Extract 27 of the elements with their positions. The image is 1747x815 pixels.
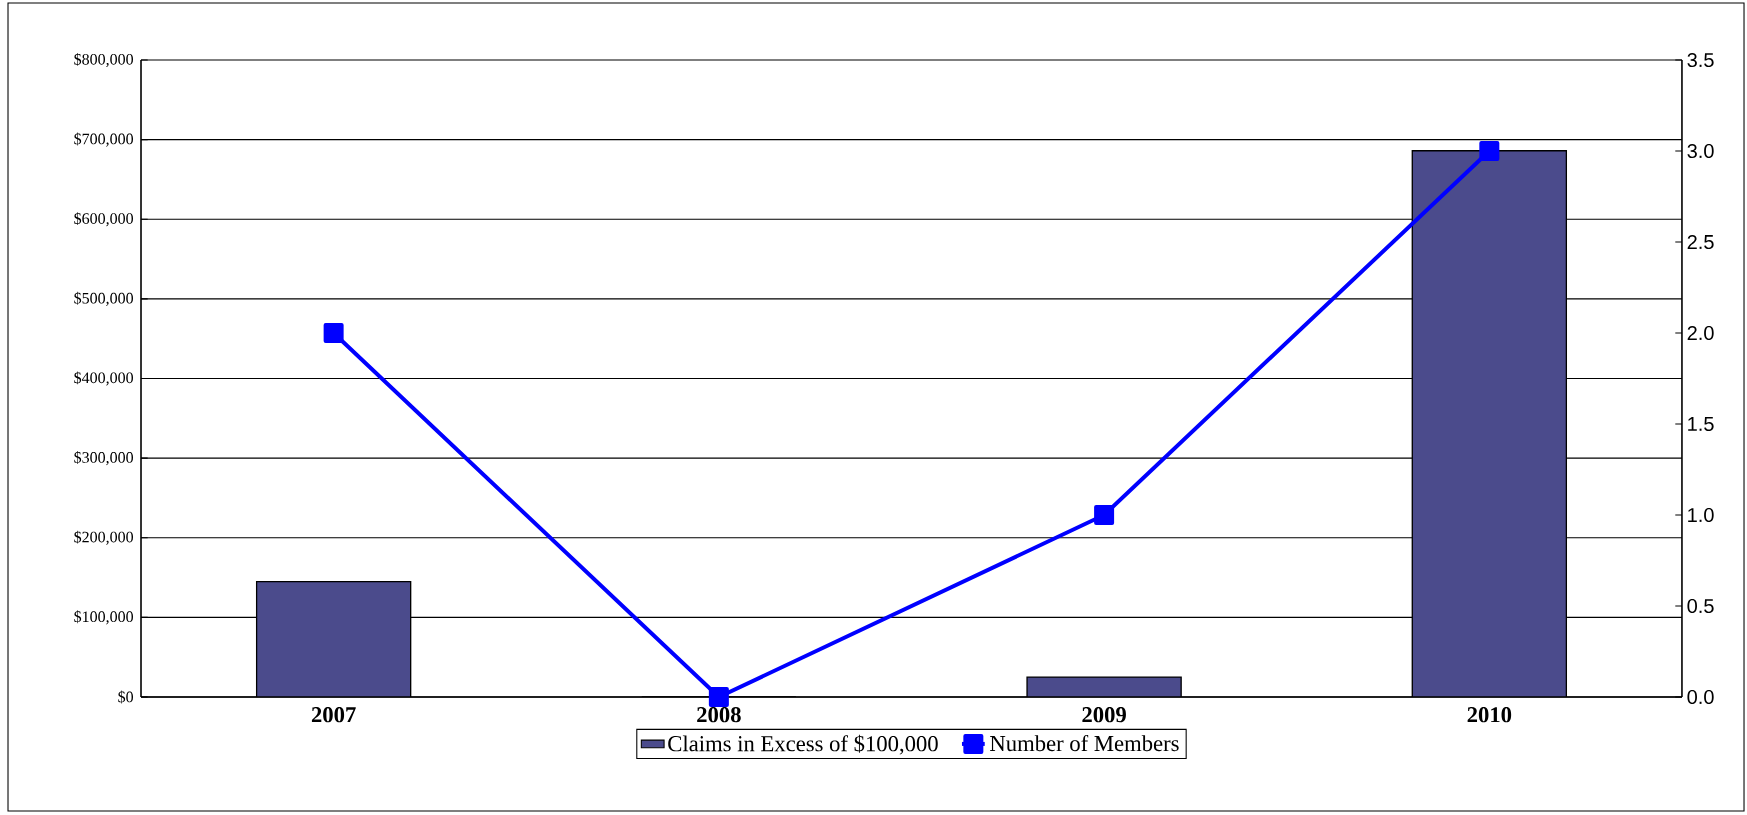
y-tick-label: $700,000 xyxy=(74,132,134,147)
point xyxy=(708,687,729,707)
y2-tick-label: 1.0 xyxy=(1688,507,1714,523)
legend-label: Number of Members xyxy=(990,734,1179,752)
x-tick-label: 2008 xyxy=(697,707,741,723)
y-tick-label: $600,000 xyxy=(74,212,134,227)
legend-label: Claims in Excess of $100,000 xyxy=(668,734,938,755)
y2-tick-label: 2.5 xyxy=(1687,234,1714,250)
y2-tick-label: 0.0 xyxy=(1687,689,1714,705)
y-tick-label: $500,000 xyxy=(74,291,134,306)
y2-tick-label: 3.0 xyxy=(1687,143,1714,159)
y-tick-label: $0 xyxy=(118,690,134,704)
y2-tick-label: 3.5 xyxy=(1687,52,1714,68)
y-tick-label: $800,000 xyxy=(74,52,134,68)
point xyxy=(1479,141,1500,161)
y2-tick-label: 1.5 xyxy=(1688,417,1714,431)
y-tick-label: $300,000 xyxy=(74,451,134,466)
y-tick-label: $100,000 xyxy=(74,610,134,625)
y2-tick-label: 2.0 xyxy=(1687,325,1714,341)
point xyxy=(323,323,344,343)
y-tick-label: $400,000 xyxy=(74,371,134,386)
y2-tick-label: 0.5 xyxy=(1687,598,1714,614)
y-tick-label: $200,000 xyxy=(74,530,134,545)
point xyxy=(1094,505,1115,525)
x-tick-label: 2007 xyxy=(311,707,356,723)
x-tick-label: 2010 xyxy=(1467,707,1512,723)
x-tick-label: 2009 xyxy=(1082,707,1126,723)
